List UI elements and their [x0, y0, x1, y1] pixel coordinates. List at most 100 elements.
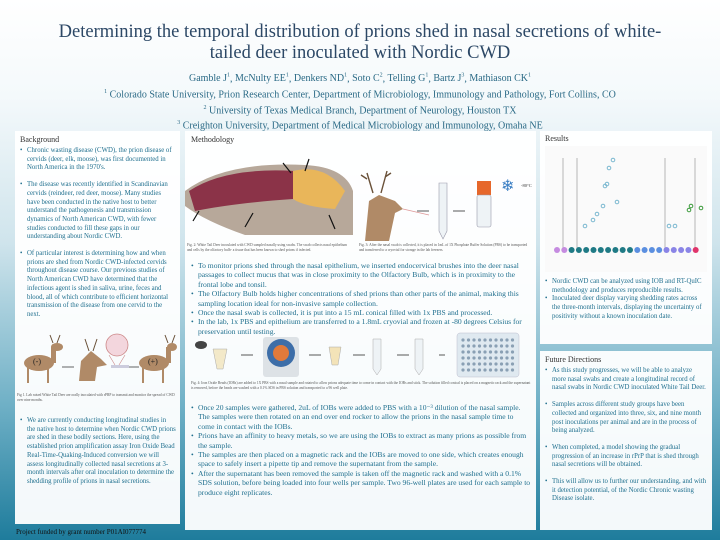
plot-point [614, 199, 620, 205]
plot-point [605, 247, 612, 253]
background-heading: Background [20, 135, 60, 144]
positive-label: (+) [148, 357, 158, 366]
plate-well [461, 356, 465, 360]
bullet: Nordic CWD can be analyzed using IOB and… [545, 278, 707, 295]
fig1-deer-inoculation-image [24, 333, 177, 383]
plate-well [472, 344, 476, 348]
plate-well [483, 350, 487, 354]
plate-well [494, 356, 498, 360]
plate-well [477, 362, 482, 366]
plate-well [477, 344, 482, 348]
plot-point [590, 217, 596, 223]
author-name: McNulty EE1 [235, 73, 289, 85]
affiliations: 1 Colorado State University, Prion Resea… [0, 86, 720, 133]
plate-well [510, 350, 515, 354]
bullet: The disease was recently identified in S… [20, 181, 175, 242]
fig2-deer-head-dissection-image [185, 158, 353, 235]
bullet: Samples across different study groups ha… [545, 401, 707, 436]
fig3-caption: Fig. 3: After the nasal swab is collecte… [359, 243, 528, 252]
plate-well [477, 338, 482, 342]
background-panel: Background Chronic wasting disease (CWD)… [15, 131, 180, 524]
plate-well [494, 368, 498, 372]
plot-point [594, 211, 600, 217]
results-heading: Results [545, 134, 569, 143]
plot-point [554, 247, 560, 253]
plate-well [499, 356, 504, 360]
plate-well [510, 356, 515, 360]
plate-well [466, 368, 471, 372]
plot-point [575, 247, 582, 253]
plot-point [634, 247, 641, 253]
affiliation: 3 Creighton University, Department of Me… [177, 120, 543, 132]
authors-block: Gamble J1, McNulty EE1, Denkers ND1, Sot… [0, 70, 720, 133]
methodology-heading: Methodology [191, 135, 235, 144]
plot-point [606, 165, 612, 171]
bullet: Once 20 samples were gathered, 2uL of IO… [191, 403, 531, 431]
poster-title: Determining the temporal distribution of… [58, 22, 662, 63]
plate-well [494, 338, 498, 342]
plate-well [477, 350, 482, 354]
plate-well [494, 362, 498, 366]
plot-point [627, 247, 633, 253]
plate-well [505, 362, 509, 366]
methodology-bullets-1: To monitor prions shed through the nasal… [191, 261, 531, 336]
bullet: To monitor prions shed through the nasal… [191, 261, 531, 289]
methodology-panel: Methodology Fig. 2: White Tail Deer inoc… [185, 131, 536, 530]
bullet: We are currently conducting longitudinal… [20, 417, 176, 487]
bullet: The Olfactory Bulb holds higher concentr… [191, 289, 531, 308]
plate-well [510, 338, 515, 342]
plate-well [494, 344, 498, 348]
future-bullets: As this study progresses, we will be abl… [545, 367, 707, 504]
plate-well [499, 338, 504, 342]
plate-well [461, 338, 465, 342]
fig2-caption: Fig. 2: White Tail Deer inoculated with … [187, 243, 348, 252]
plot-point [688, 203, 694, 209]
plate-well [505, 356, 509, 360]
plot-point [666, 223, 672, 229]
affiliation: 1 Colorado State University, Prion Resea… [104, 88, 616, 101]
plot-point [582, 223, 588, 229]
plot-point [678, 247, 685, 253]
plot-point [568, 247, 575, 253]
plate-well [472, 356, 476, 360]
bullet: Once the nasal swab is collected, it is … [191, 308, 531, 318]
plate-well [488, 368, 493, 372]
plate-well [466, 350, 471, 354]
freezer-temperature: -80°C [521, 183, 532, 188]
fig4-iob-workflow-image [195, 332, 520, 378]
plate-well [461, 368, 465, 372]
background-bullets-2: We are currently conducting longitudinal… [20, 417, 176, 495]
plate-well [483, 356, 487, 360]
plot-point [685, 247, 692, 253]
author-name: Soto C2 [352, 73, 383, 85]
affiliation: 2 University of Texas Medical Branch, De… [203, 104, 517, 116]
plot-point [663, 247, 670, 253]
background-bullets: Chronic wasting disease (CWD), the prion… [20, 147, 175, 320]
plate-well [466, 362, 471, 366]
bullet: As this study progresses, we will be abl… [545, 367, 707, 393]
bullet: After the supernatant has been removed t… [191, 469, 531, 497]
author-list: Gamble J1, McNulty EE1, Denkers ND1, Sot… [188, 73, 532, 85]
plate-well [505, 338, 509, 342]
plate-well [477, 356, 482, 360]
plate-well [472, 368, 476, 372]
results-scatter-plot-image [545, 146, 707, 272]
plot-point [561, 247, 568, 253]
plot-point [597, 247, 604, 253]
plate-well [483, 344, 487, 348]
author-name: Gamble J1 [188, 73, 231, 85]
bullet: Of particular interest is determining ho… [20, 250, 175, 320]
plate-well [461, 344, 465, 348]
plate-well [505, 350, 509, 354]
plate-well [466, 344, 471, 348]
plate-well [499, 368, 504, 372]
plot-point [583, 247, 590, 253]
funding-note: Project funded by grant number P01AI0777… [16, 528, 147, 536]
plot-point [610, 157, 616, 163]
plate-well [472, 350, 476, 354]
author-name: Bartz J3 [433, 73, 465, 85]
plate-well [488, 338, 493, 342]
plot-point [604, 181, 610, 187]
plate-well [505, 368, 509, 372]
plot-point [590, 247, 597, 253]
